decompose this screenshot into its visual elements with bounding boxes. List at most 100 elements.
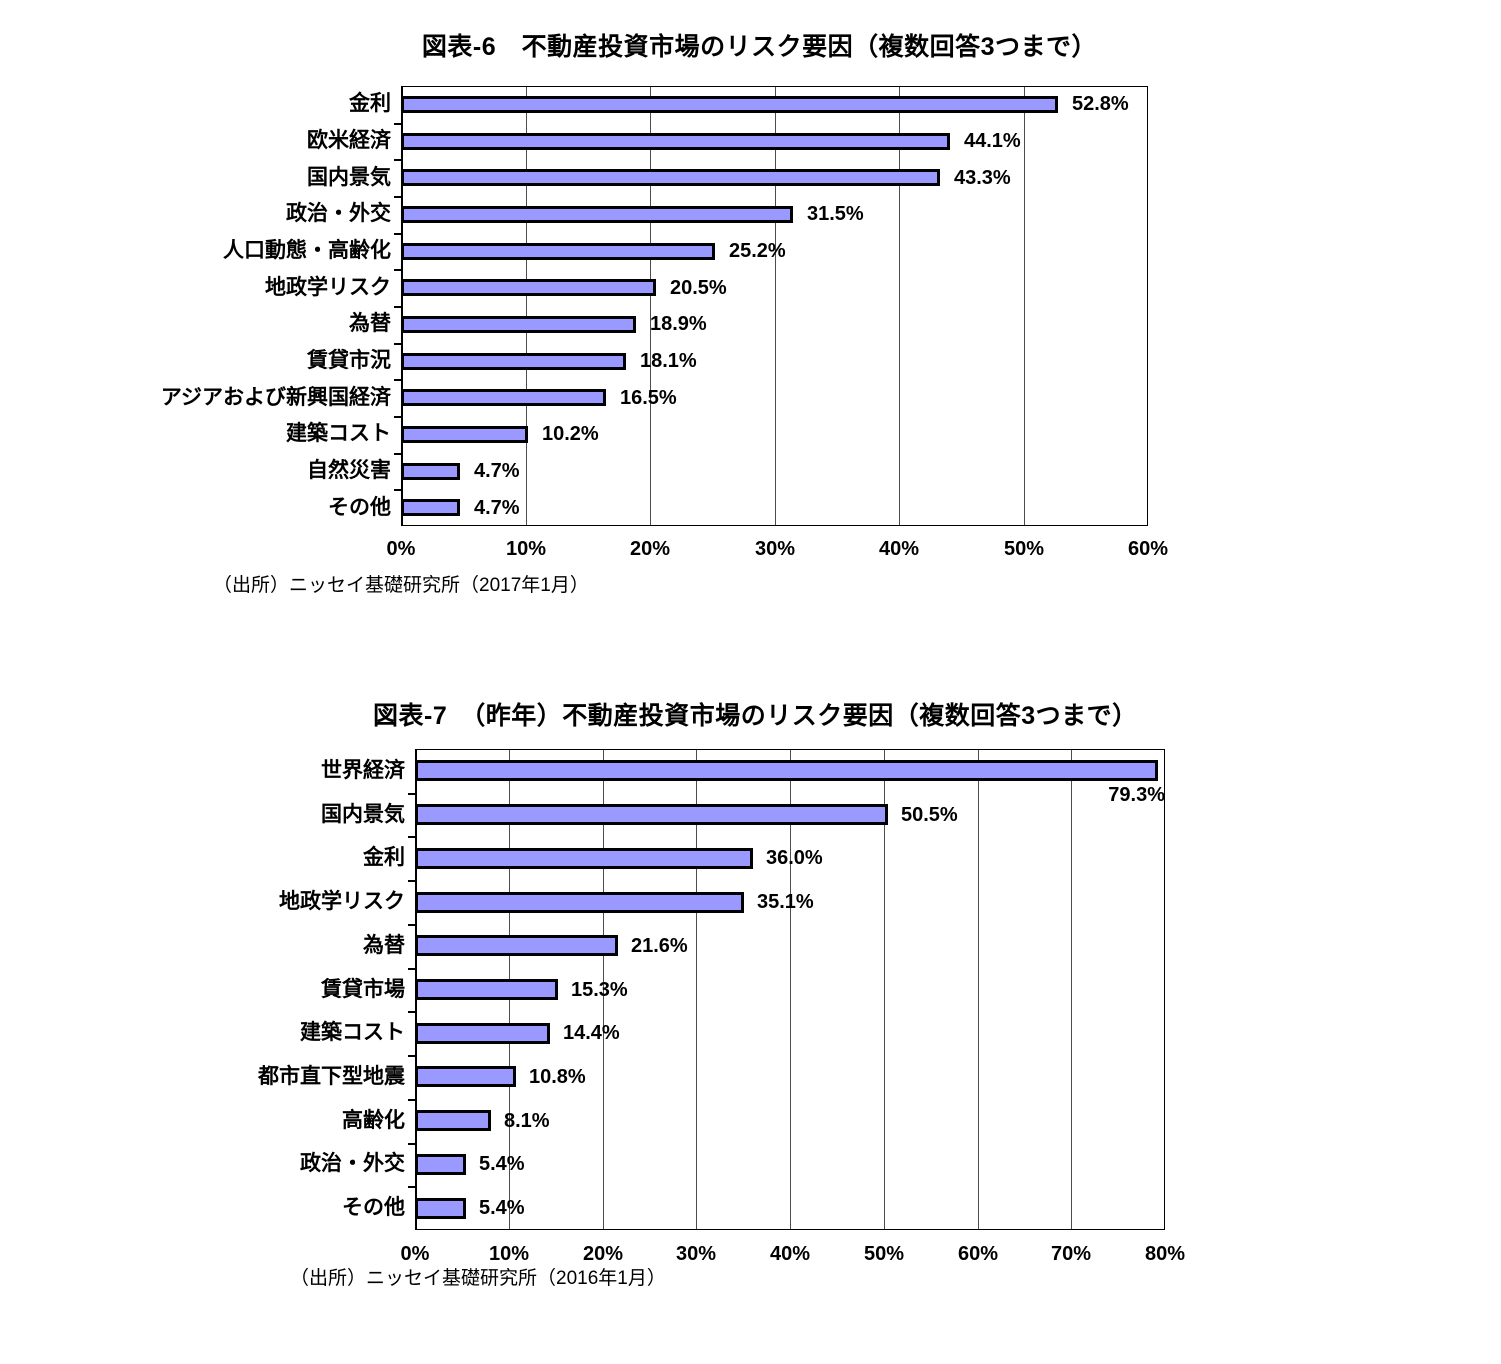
category-label: その他 [342, 1196, 405, 1219]
bar [401, 96, 1058, 113]
bar [415, 1110, 491, 1131]
value-label: 31.5% [807, 203, 864, 225]
y-axis-tick [394, 233, 401, 235]
value-label: 36.0% [766, 847, 823, 869]
bar [401, 206, 793, 223]
y-axis-tick [408, 1055, 415, 1057]
bar [415, 1023, 550, 1044]
value-label: 20.5% [670, 277, 727, 299]
y-axis-tick [394, 416, 401, 418]
bar [401, 463, 460, 480]
x-tick-label: 10% [505, 538, 547, 560]
y-axis-tick [394, 453, 401, 455]
category-label: 国内景気 [307, 166, 391, 189]
value-label: 79.3% [1108, 784, 1165, 806]
value-label: 10.8% [529, 1066, 586, 1088]
x-tick-label: 40% [878, 538, 920, 560]
gridline [884, 750, 885, 1229]
bar [401, 353, 626, 370]
value-label: 25.2% [729, 240, 786, 262]
chart-title-figure-7: 図表-7 （昨年）不動産投資市場のリスク要因（複数回答3つまで） [373, 702, 1138, 730]
bar [415, 935, 618, 956]
category-label: その他 [328, 496, 391, 519]
value-label: 52.8% [1072, 93, 1129, 115]
category-label: アジアおよび新興国経済 [160, 386, 391, 409]
y-axis-tick [408, 1186, 415, 1188]
category-label: 金利 [349, 92, 391, 115]
bar [415, 979, 558, 1000]
value-label: 4.7% [474, 497, 520, 519]
category-label: 政治・外交 [300, 1152, 405, 1175]
gridline [978, 750, 979, 1229]
y-axis-tick [408, 1011, 415, 1013]
y-axis-tick [408, 1143, 415, 1145]
x-tick-label: 30% [675, 1243, 717, 1265]
x-tick-label: 50% [1003, 538, 1045, 560]
bar [401, 169, 940, 186]
value-label: 18.9% [650, 313, 707, 335]
category-label: 国内景気 [321, 803, 405, 826]
y-axis-tick [394, 123, 401, 125]
gridline [1024, 87, 1025, 525]
category-label: 都市直下型地震 [258, 1065, 405, 1088]
category-label: 為替 [363, 934, 405, 957]
x-tick-label: 60% [957, 1243, 999, 1265]
category-label: 政治・外交 [286, 202, 391, 225]
gridline [526, 87, 527, 525]
gridline [1071, 750, 1072, 1229]
gridline [603, 750, 604, 1229]
bar [415, 804, 888, 825]
x-tick-label: 70% [1050, 1243, 1092, 1265]
value-label: 43.3% [954, 167, 1011, 189]
value-label: 10.2% [542, 423, 599, 445]
y-axis-tick [408, 880, 415, 882]
x-tick-label: 20% [629, 538, 671, 560]
bar [401, 133, 950, 150]
chart-title-figure-6: 図表-6 不動産投資市場のリスク要因（複数回答3つまで） [421, 33, 1098, 61]
source-note-figure-6: （出所）ニッセイ基礎研究所（2017年1月） [213, 575, 589, 596]
gridline [696, 750, 697, 1229]
gridline [899, 87, 900, 525]
x-tick-label: 60% [1127, 538, 1169, 560]
bar [401, 243, 715, 260]
gridline [650, 87, 651, 525]
category-label: 賃貸市場 [321, 978, 405, 1001]
bar [401, 499, 460, 516]
x-tick-label: 80% [1144, 1243, 1186, 1265]
category-label: 世界経済 [321, 759, 405, 782]
y-axis-tick [408, 793, 415, 795]
plot-area-figure-6 [401, 86, 1148, 526]
y-axis-tick [394, 159, 401, 161]
y-axis-tick [408, 1099, 415, 1101]
category-label: 建築コスト [286, 422, 391, 445]
x-tick-label: 40% [769, 1243, 811, 1265]
category-label: 地政学リスク [279, 890, 405, 913]
gridline [790, 750, 791, 1229]
bar [401, 389, 606, 406]
value-label: 5.4% [479, 1197, 525, 1219]
y-axis-tick [408, 968, 415, 970]
category-label: 人口動態・高齢化 [223, 239, 391, 262]
x-tick-label: 20% [582, 1243, 624, 1265]
bar [415, 892, 744, 913]
y-axis-line [401, 86, 403, 526]
value-label: 8.1% [504, 1110, 550, 1132]
value-label: 35.1% [757, 891, 814, 913]
category-label: 金利 [363, 846, 405, 869]
y-axis-tick [408, 836, 415, 838]
x-tick-label: 10% [488, 1243, 530, 1265]
category-label: 為替 [349, 312, 391, 335]
bar [415, 760, 1158, 781]
value-label: 14.4% [563, 1022, 620, 1044]
bar [415, 848, 753, 869]
value-label: 44.1% [964, 130, 1021, 152]
y-axis-tick [394, 379, 401, 381]
y-axis-tick [394, 489, 401, 491]
bar [415, 1154, 466, 1175]
category-label: 自然災害 [307, 459, 391, 482]
value-label: 21.6% [631, 935, 688, 957]
value-label: 5.4% [479, 1153, 525, 1175]
y-axis-tick [408, 924, 415, 926]
category-label: 地政学リスク [265, 276, 391, 299]
